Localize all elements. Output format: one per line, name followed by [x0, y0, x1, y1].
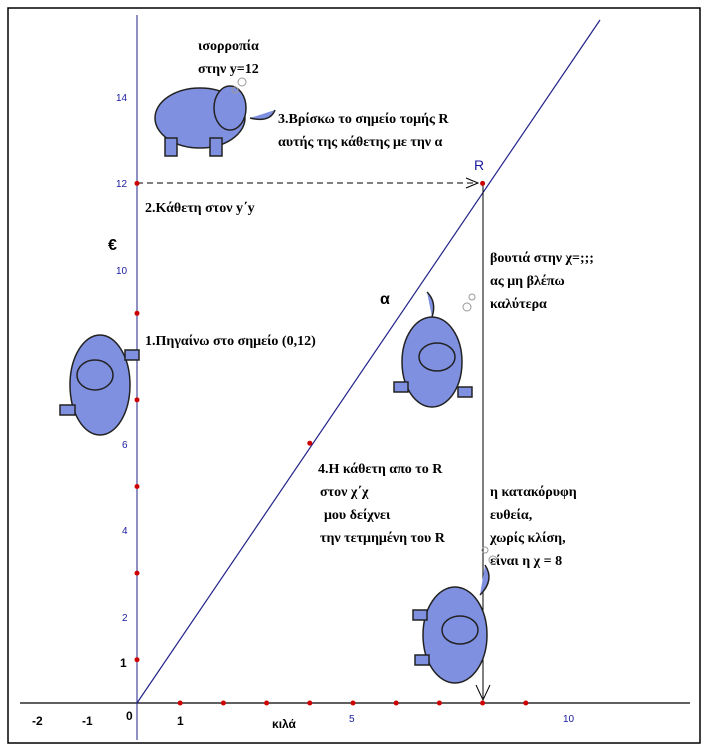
- point: [220, 700, 226, 706]
- point: [436, 700, 442, 706]
- annotations: ισορροπία στην y=12 3.Βρίσκω το σημείο τομ…: [145, 39, 594, 569]
- elephant: [59, 334, 140, 436]
- annotation: χωρίς κλίση,: [489, 531, 566, 546]
- point: [134, 310, 140, 316]
- point: [134, 397, 140, 403]
- annotation: 1.Πηγαίνω στο σημείο (0,12): [145, 334, 316, 349]
- point: [134, 657, 140, 663]
- x-tick: 0: [126, 709, 133, 723]
- x-label: κιλά: [272, 717, 297, 731]
- annotation: βουτιά στην χ=;;;: [490, 251, 594, 266]
- x-tick: 5: [349, 714, 355, 725]
- y-tick: 6: [122, 440, 128, 451]
- point: [480, 180, 486, 186]
- point: [134, 570, 140, 576]
- y-label: €: [108, 237, 117, 254]
- annotation: μου δείχνει: [324, 508, 391, 523]
- elephants: [59, 77, 498, 684]
- arrow-head: [465, 177, 480, 189]
- annotation: 3.Βρίσκω το σημείο τομής R: [278, 112, 449, 127]
- annotation: ας μη βλέπω: [490, 274, 565, 289]
- line-label: α: [380, 291, 390, 308]
- point: [350, 700, 356, 706]
- point: [177, 700, 183, 706]
- x-tick: 1: [177, 714, 184, 728]
- dots: [134, 180, 529, 706]
- annotation: ευθεία,: [490, 508, 532, 523]
- point: [264, 700, 270, 706]
- point: [480, 700, 486, 706]
- annotation: αυτής της κάθετης με την α: [278, 135, 443, 150]
- elephant: [154, 77, 276, 157]
- annotation: την τετμημένη του R: [320, 531, 446, 546]
- y-tick: 12: [116, 179, 128, 190]
- annotation: καλύτερα: [490, 297, 547, 312]
- annotation: στην y=12: [198, 62, 259, 77]
- elephant: [393, 291, 476, 408]
- point: [307, 440, 313, 446]
- point: [523, 700, 529, 706]
- y-tick: 2: [122, 613, 128, 624]
- x-tick: -2: [32, 714, 43, 728]
- annotation: ισορροπία: [198, 39, 259, 54]
- line-a: [136, 19, 601, 704]
- elephant: [412, 546, 498, 684]
- annotation: στον χ΄χ: [320, 485, 369, 500]
- y-tick: 10: [116, 266, 128, 277]
- x-tick: 10: [563, 714, 575, 725]
- y-tick: 4: [122, 526, 128, 537]
- point: [307, 700, 313, 706]
- point: [134, 180, 140, 186]
- y-tick: 1: [120, 656, 127, 670]
- annotation: 2.Κάθετη στον y΄y: [145, 201, 255, 216]
- annotation: η κατακόρυφη: [490, 485, 577, 500]
- x-tick: -1: [82, 714, 93, 728]
- point-label: R: [474, 157, 484, 173]
- arrow-head: [475, 684, 491, 702]
- y-tick: 14: [116, 93, 128, 104]
- point: [393, 700, 399, 706]
- annotation: 4.Η κάθετη απο το R: [318, 462, 443, 477]
- point: [134, 484, 140, 489]
- annotation: είναι η χ = 8: [490, 554, 562, 569]
